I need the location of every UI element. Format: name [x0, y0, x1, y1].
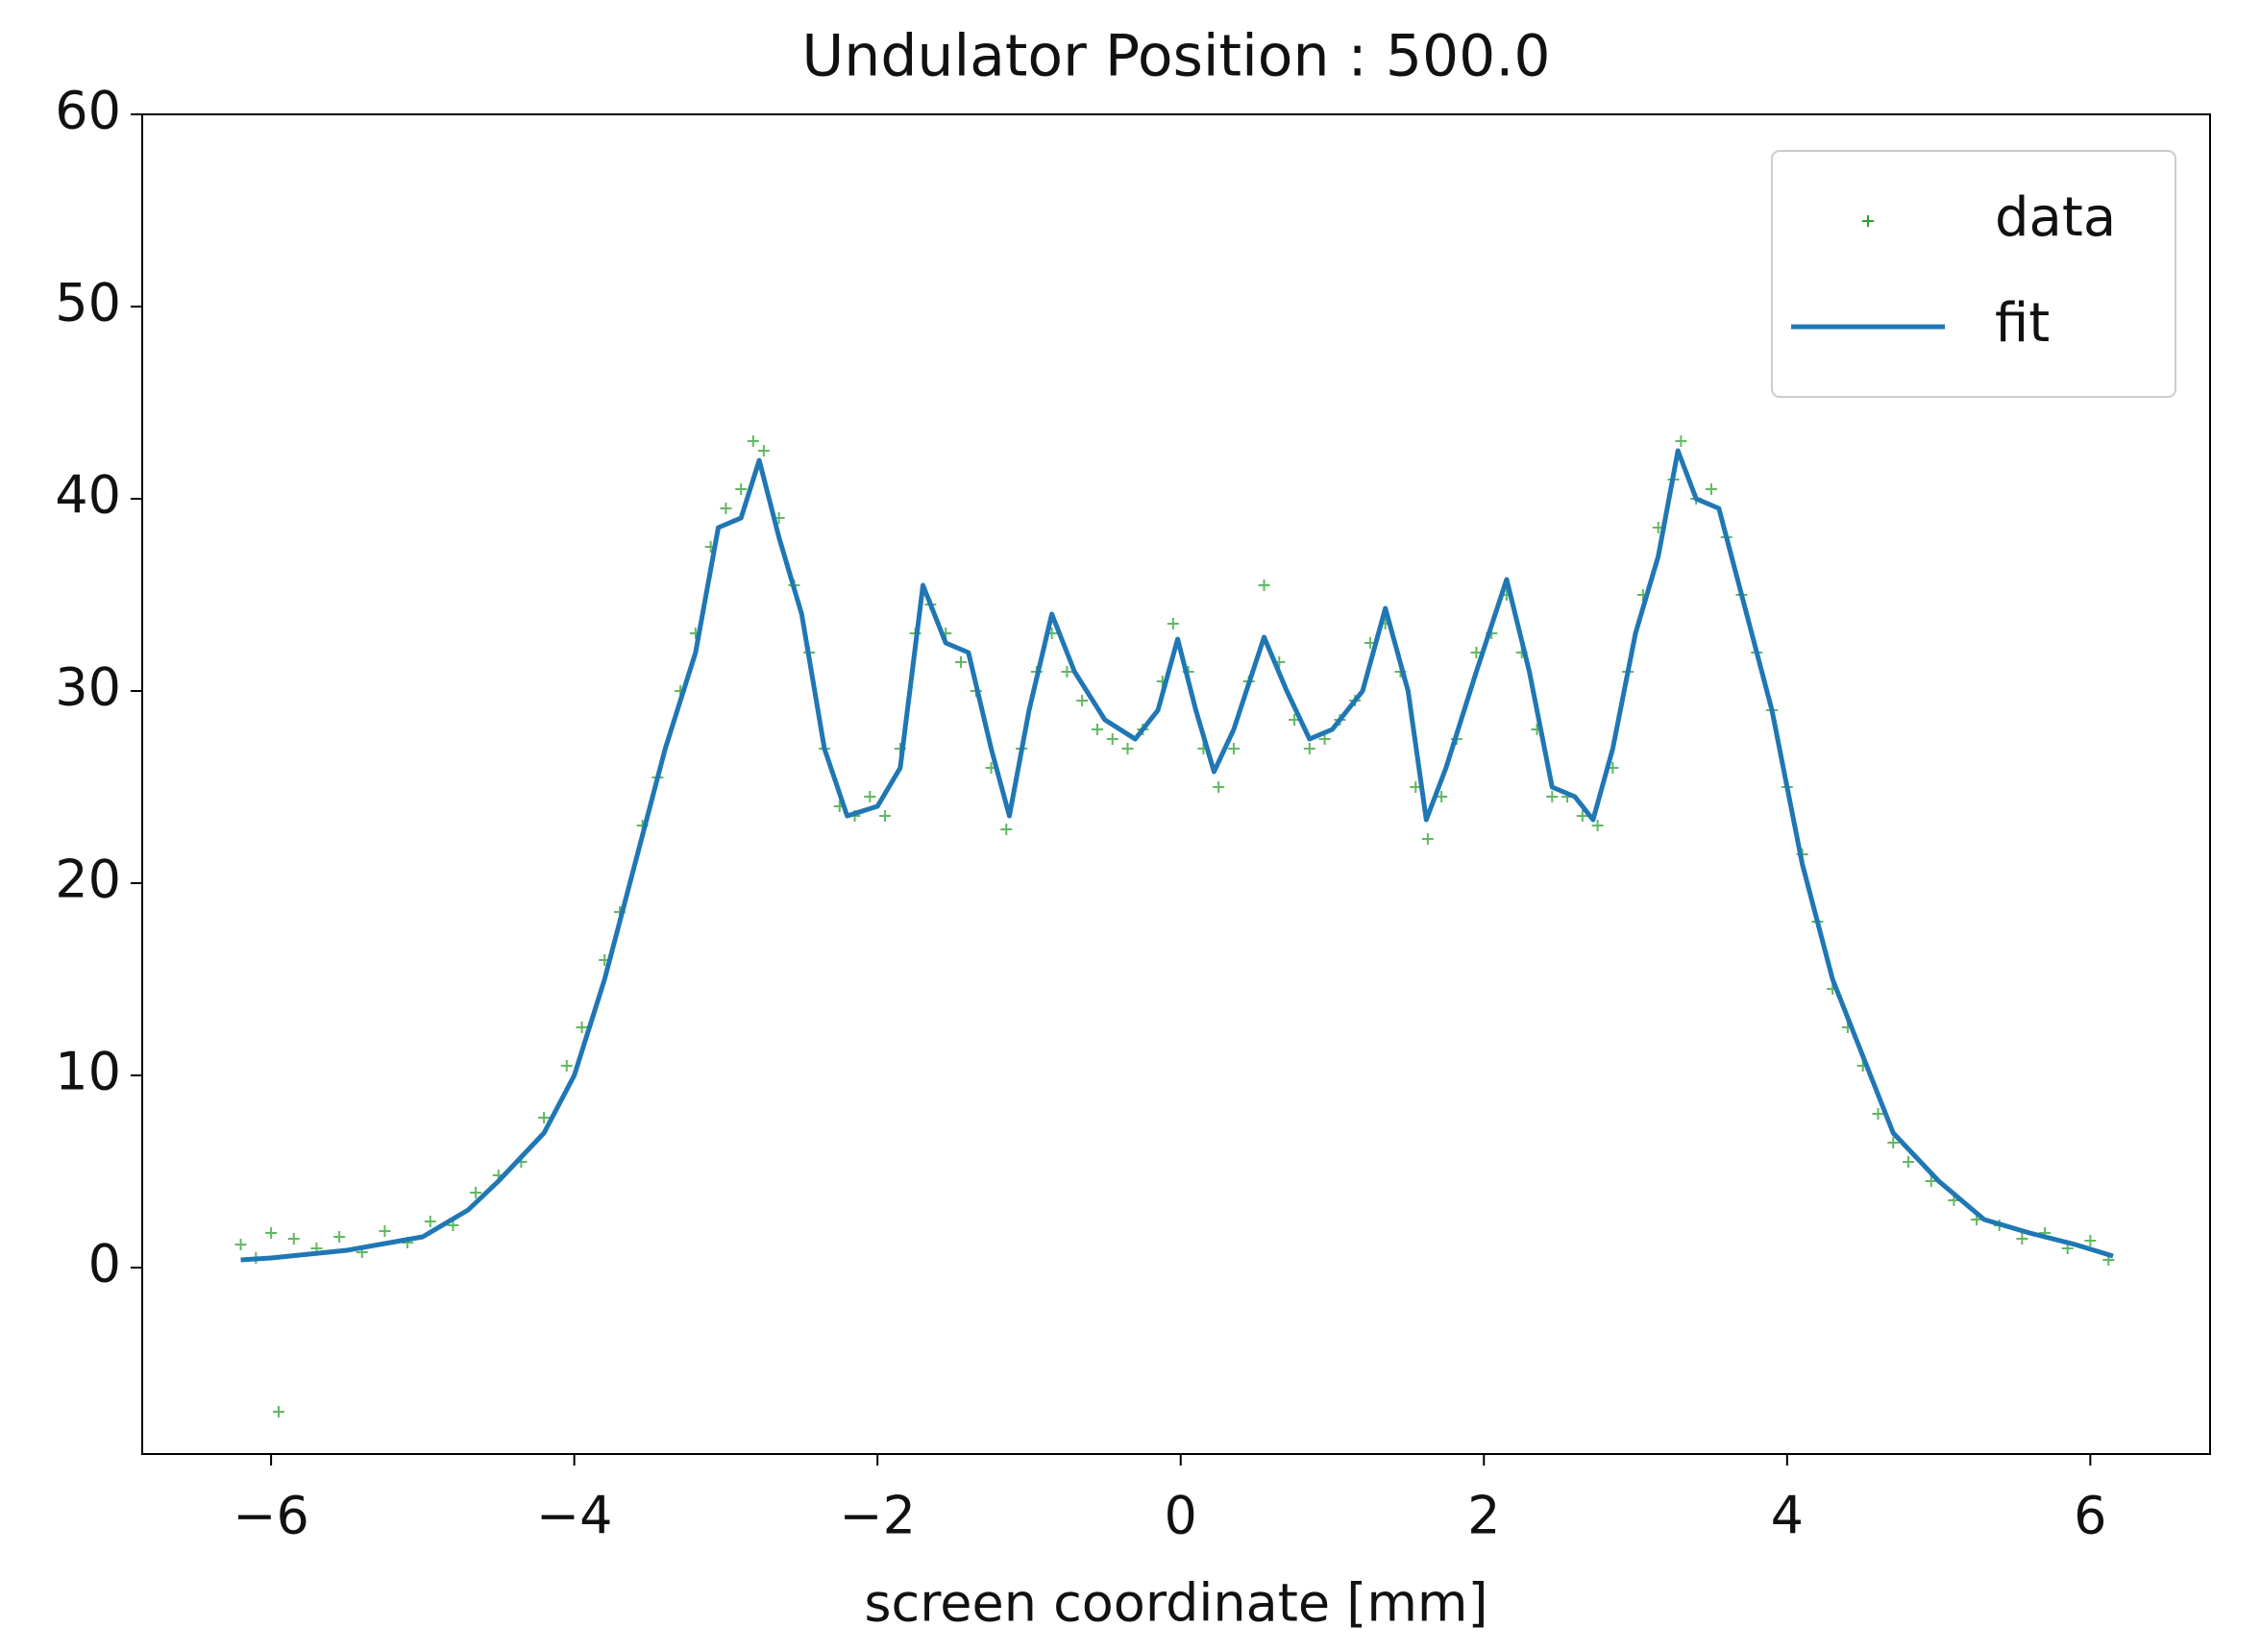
data-point	[1591, 820, 1604, 831]
data-point	[1106, 733, 1118, 745]
data-point	[1887, 1137, 1900, 1148]
data-point	[2016, 1233, 2028, 1245]
data-point	[424, 1216, 436, 1227]
data-point	[1091, 724, 1103, 735]
x-tick-label: −6	[233, 1486, 309, 1546]
data-point	[1167, 618, 1179, 629]
x-tick-label: 2	[1467, 1486, 1500, 1546]
y-tick-label: 60	[55, 81, 121, 141]
x-tick-label: 4	[1771, 1486, 1804, 1546]
y-tick-label: 20	[55, 850, 121, 910]
data-point	[1303, 743, 1315, 754]
data-point	[1925, 1175, 1937, 1187]
x-tick-label: −2	[839, 1486, 916, 1546]
data-point	[333, 1231, 346, 1243]
plot-frame	[141, 113, 2211, 1455]
data-point	[1546, 791, 1559, 802]
data-point	[287, 1233, 300, 1245]
data-point	[560, 1060, 573, 1072]
legend-marker	[1862, 215, 1874, 227]
x-axis-label: screen coordinate [mm]	[864, 1573, 1487, 1634]
x-tick-label: −4	[536, 1486, 613, 1546]
y-tick-label: 10	[55, 1042, 121, 1102]
y-tick-label: 0	[88, 1234, 121, 1294]
data-point	[1872, 1108, 1884, 1120]
data-point	[720, 503, 732, 514]
data-point	[576, 1022, 588, 1033]
x-tick-label: 0	[1165, 1486, 1197, 1546]
data-point	[1576, 810, 1588, 822]
data-point	[1121, 743, 1134, 754]
data-point	[1227, 743, 1240, 754]
data-point	[234, 1239, 247, 1250]
data-point	[1421, 833, 1434, 845]
data-point	[470, 1187, 482, 1198]
data-point	[864, 791, 876, 802]
data-point	[272, 1406, 284, 1418]
data-point	[954, 656, 967, 668]
y-tick-label: 50	[55, 273, 121, 333]
data-point	[1076, 695, 1089, 706]
y-tick-label: 40	[55, 465, 121, 526]
data-point	[538, 1112, 551, 1123]
chart-title: Undulator Position : 500.0	[801, 23, 1550, 90]
y-tick-label: 30	[55, 657, 121, 718]
data-point	[2084, 1235, 2097, 1246]
legend-label: fit	[1995, 292, 2050, 355]
legend-label: data	[1995, 186, 2116, 249]
data-point	[1061, 666, 1073, 678]
fit-line	[240, 448, 2114, 1263]
data-point	[1705, 483, 1717, 495]
data-point	[1675, 435, 1687, 447]
data-point	[757, 445, 770, 456]
data-point	[379, 1225, 391, 1237]
data-point	[879, 810, 892, 822]
legend-box	[1771, 150, 2176, 398]
data-point	[735, 483, 748, 495]
x-tick-label: 6	[2074, 1486, 2106, 1546]
data-point	[1213, 781, 1225, 793]
data-point	[1000, 824, 1013, 835]
data-point	[1258, 579, 1270, 591]
plot-area	[234, 435, 2115, 1418]
data-point	[747, 435, 759, 447]
data-point	[265, 1227, 278, 1239]
legend: data fit	[1771, 150, 2176, 398]
data-point	[1903, 1156, 1915, 1168]
